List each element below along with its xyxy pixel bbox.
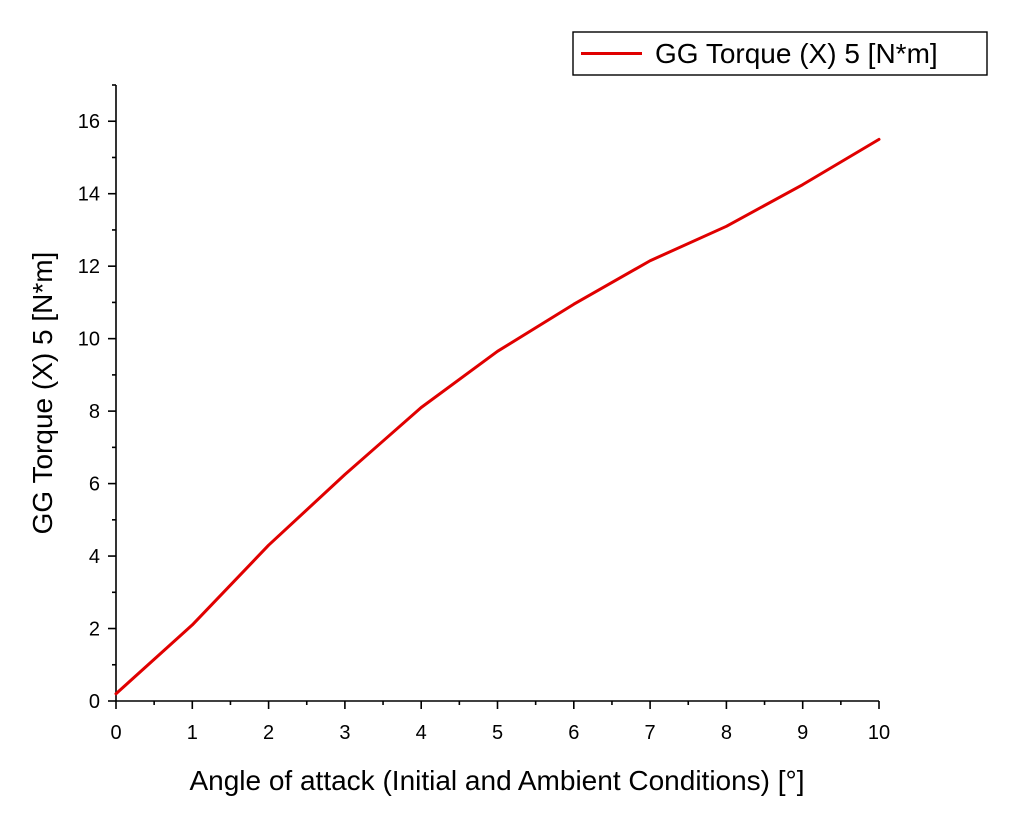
y-ticks xyxy=(108,84,116,702)
y-tick-label: 10 xyxy=(78,329,100,351)
x-tick-label: 8 xyxy=(721,722,732,744)
y-tick-label: 8 xyxy=(89,401,100,423)
legend: GG Torque (X) 5 [N*m] xyxy=(572,31,988,76)
x-tick-label: 3 xyxy=(339,722,350,744)
y-tick-labels: 0 2 4 6 8 10 12 14 16 xyxy=(78,111,100,713)
x-axis-title: Angle of attack (Initial and Ambient Con… xyxy=(189,765,804,796)
y-tick-label: 14 xyxy=(78,184,100,206)
x-tick-label: 5 xyxy=(492,722,503,744)
series-line xyxy=(114,137,881,696)
y-tick-label: 0 xyxy=(89,691,100,713)
y-tick-label: 2 xyxy=(89,619,100,641)
x-tick-label: 7 xyxy=(645,722,656,744)
x-tick-label: 9 xyxy=(797,722,808,744)
x-tick-label: 6 xyxy=(568,722,579,744)
y-tick-label: 4 xyxy=(89,546,100,568)
x-tick-label: 0 xyxy=(110,722,121,744)
x-tick-label: 2 xyxy=(263,722,274,744)
x-ticks xyxy=(115,701,880,709)
x-tick-label: 1 xyxy=(187,722,198,744)
y-tick-label: 16 xyxy=(78,111,100,133)
x-tick-label: 4 xyxy=(416,722,427,744)
axes xyxy=(115,85,879,702)
legend-label: GG Torque (X) 5 [N*m] xyxy=(655,38,938,69)
x-tick-label: 10 xyxy=(868,722,890,744)
x-tick-labels: 0 1 2 3 4 5 6 7 8 9 10 xyxy=(110,722,890,744)
series-group xyxy=(114,137,881,696)
y-axis-title: GG Torque (X) 5 [N*m] xyxy=(27,252,58,535)
y-tick-label: 12 xyxy=(78,256,100,278)
y-tick-label: 6 xyxy=(89,474,100,496)
